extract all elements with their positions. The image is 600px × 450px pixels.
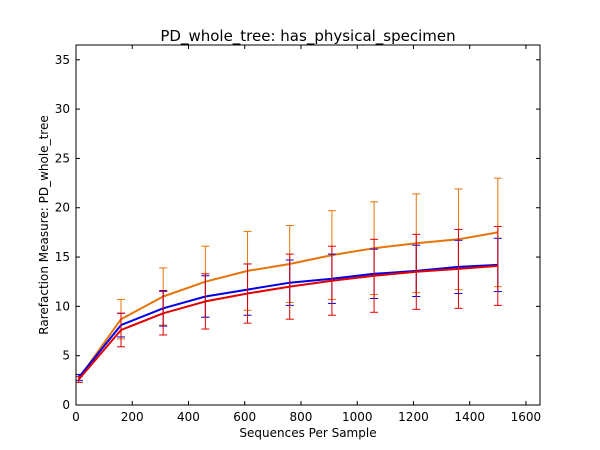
x-tick-label: 200 — [121, 410, 144, 424]
x-tick-label: 600 — [233, 410, 256, 424]
x-tick-label: 800 — [290, 410, 313, 424]
y-tick-label: 35 — [55, 53, 70, 67]
y-tick-label: 5 — [62, 349, 70, 363]
x-tick-label: 1600 — [511, 410, 542, 424]
plot-area: 0 200 400 600 800 1000 1200 1400 1600 0 5 10 15 20 25 3… — [55, 44, 542, 424]
x-tick-label: 1200 — [398, 410, 429, 424]
y-tick-label: 25 — [55, 151, 70, 165]
x-tick-label: 0 — [72, 410, 80, 424]
y-tick-label: 0 — [62, 398, 70, 412]
chart-title: PD_whole_tree: has_physical_specimen — [160, 27, 455, 46]
y-tick-label: 10 — [55, 299, 70, 313]
series-group — [76, 177, 502, 383]
x-tick-label: 400 — [177, 410, 200, 424]
series-line — [78, 264, 498, 381]
x-axis-label: Sequences Per Sample — [239, 426, 376, 440]
series-1 — [76, 177, 502, 383]
y-tick-label: 30 — [55, 102, 70, 116]
series-3 — [76, 225, 502, 383]
x-tick-label: 1400 — [454, 410, 485, 424]
x-tick-label: 1000 — [342, 410, 373, 424]
plot-frame — [75, 44, 541, 406]
y-tick-label: 20 — [55, 201, 70, 215]
y-tick-label: 15 — [55, 250, 70, 264]
y-axis-label: Rarefaction Measure: PD_whole_tree — [37, 115, 51, 334]
